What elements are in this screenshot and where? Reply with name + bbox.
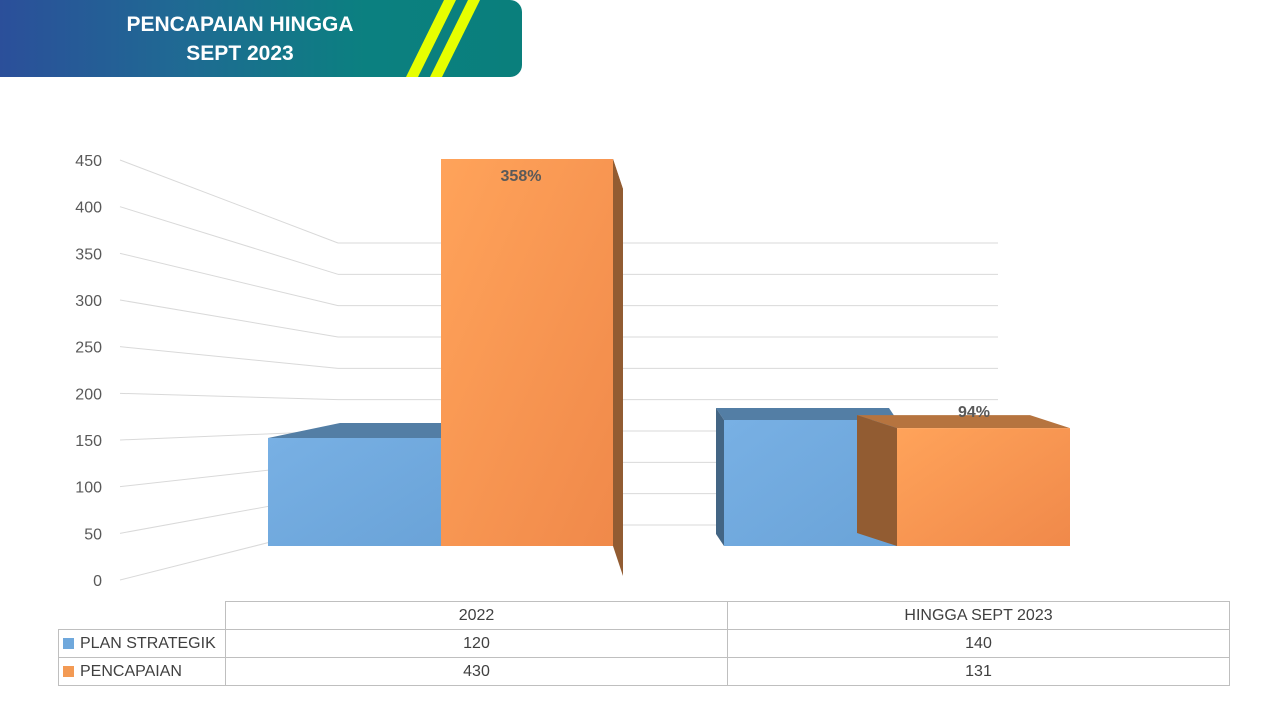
y-tick-label: 200 xyxy=(75,386,102,403)
gridline-side xyxy=(119,299,339,338)
bar-pencapaian-1 xyxy=(897,428,1070,546)
data-labels: 358% 94% xyxy=(501,168,990,421)
table-cell: 140 xyxy=(727,629,1230,658)
y-tick-label: 250 xyxy=(75,340,102,357)
gridline-side xyxy=(119,392,339,401)
table-row-label: PENCAPAIAN xyxy=(58,657,226,686)
gridline-side xyxy=(119,252,339,307)
bar-pencapaian-0 xyxy=(441,159,613,546)
bar-chart-3d: 0 50 100 150 200 250 300 350 400 450 358% 94% xyxy=(75,153,1070,590)
slide-title-line1: PENCAPAIAN HINGGA xyxy=(126,13,354,36)
y-tick-label: 350 xyxy=(75,246,102,263)
table-row-plan-strategik: PLAN STRATEGIK 120 140 xyxy=(58,629,1230,658)
y-tick-label: 50 xyxy=(84,526,102,543)
table-header-sept-2023: HINGGA SEPT 2023 xyxy=(727,601,1230,630)
row-label-text: PLAN STRATEGIK xyxy=(80,634,216,652)
gridline-side xyxy=(119,206,339,275)
title-banner: PENCAPAIAN HINGGA SEPT 2023 xyxy=(0,0,522,77)
y-tick-label: 300 xyxy=(75,293,102,310)
stripe-decoration xyxy=(406,0,480,77)
bars xyxy=(268,159,1070,576)
bar-side-face xyxy=(613,159,623,576)
bar-top-face xyxy=(716,408,897,420)
y-tick-label: 450 xyxy=(75,153,102,170)
legend-swatch-blue xyxy=(63,637,74,649)
y-tick-label: 0 xyxy=(93,573,102,590)
table-cell: 131 xyxy=(727,657,1230,686)
data-label: 358% xyxy=(501,168,542,185)
table-row-pencapaian: PENCAPAIAN 430 131 xyxy=(58,657,1230,686)
legend-swatch-orange xyxy=(63,665,74,677)
gridline-side xyxy=(119,346,339,369)
y-tick-label: 100 xyxy=(75,480,102,497)
table-header-2022: 2022 xyxy=(225,601,728,630)
y-axis-ticks: 0 50 100 150 200 250 300 350 400 450 xyxy=(75,153,102,590)
slide-title-line2: SEPT 2023 xyxy=(186,42,294,65)
table-row-label: PLAN STRATEGIK xyxy=(58,629,226,658)
bar-side-face xyxy=(716,408,724,546)
table-cell: 120 xyxy=(225,629,728,658)
bar-top-face xyxy=(857,415,1070,429)
y-tick-label: 400 xyxy=(75,200,102,217)
table-corner xyxy=(58,601,226,630)
row-label-text: PENCAPAIAN xyxy=(80,662,182,680)
table-cell: 430 xyxy=(225,657,728,686)
slide-title: PENCAPAIAN HINGGA SEPT 2023 xyxy=(60,10,420,68)
bar-side-face xyxy=(857,415,897,546)
bar-plan-strategik-0 xyxy=(268,438,441,546)
table-header-row: 2022 HINGGA SEPT 2023 xyxy=(58,601,1230,630)
data-table: 2022 HINGGA SEPT 2023 PLAN STRATEGIK 120… xyxy=(58,601,1230,686)
y-tick-label: 150 xyxy=(75,433,102,450)
gridline-side xyxy=(119,159,339,244)
data-label: 94% xyxy=(958,404,990,421)
